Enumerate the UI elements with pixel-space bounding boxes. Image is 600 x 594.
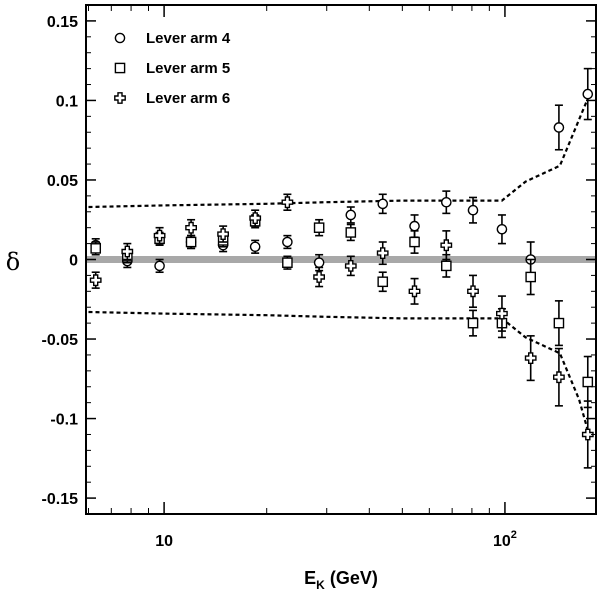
x-axis-label-main: E — [304, 568, 316, 588]
data-point — [408, 285, 421, 298]
band-upper-dotted-line — [88, 92, 592, 209]
data-point — [525, 271, 536, 283]
series-2 — [90, 214, 594, 409]
data-point — [440, 239, 453, 252]
legend-marker — [114, 92, 126, 104]
data-point — [282, 236, 293, 248]
data-point — [441, 196, 452, 208]
data-point — [496, 223, 508, 235]
data-point — [467, 317, 479, 329]
data-point — [376, 247, 389, 259]
data-point — [441, 260, 452, 272]
data-point — [313, 257, 325, 268]
legend-label: Lever arm 6 — [146, 90, 230, 107]
legend-marker — [114, 62, 126, 74]
data-point — [185, 221, 198, 234]
data-point — [377, 276, 389, 288]
legend-marker — [114, 32, 126, 44]
data-point — [154, 260, 165, 272]
y-tick-label: -0.1 — [50, 412, 78, 429]
x-tick-label-base: 10 — [493, 533, 511, 550]
y-tick-label: 0 — [69, 253, 78, 270]
data-point — [409, 220, 420, 232]
points-layer — [89, 67, 594, 469]
data-point — [281, 196, 294, 209]
data-point — [582, 376, 594, 388]
data-point — [89, 274, 102, 287]
data-point — [217, 228, 230, 241]
data-point — [467, 285, 479, 298]
y-tick-label: 0.15 — [47, 14, 78, 31]
x-tick-label-exponent: 2 — [511, 529, 517, 541]
data-point — [313, 271, 325, 283]
data-point — [377, 198, 389, 210]
data-point — [345, 227, 357, 238]
data-point — [153, 229, 166, 242]
data-point — [467, 204, 479, 216]
x-tick-label-base: 10 — [155, 533, 173, 550]
x-axis-label: EK (GeV) — [304, 568, 378, 592]
bands-layer — [88, 92, 592, 440]
legend: Lever arm 4 Lever arm 5 Lever arm 6 — [114, 30, 231, 107]
series-3 — [89, 193, 594, 469]
y-tick-label: -0.05 — [42, 332, 79, 349]
data-point — [581, 428, 594, 441]
y-tick-label: 0.05 — [47, 173, 78, 190]
data-point — [90, 243, 102, 254]
y-tick-label: -0.15 — [42, 491, 79, 508]
data-point — [582, 88, 594, 100]
data-point — [249, 241, 261, 253]
data-point — [553, 371, 565, 384]
data-point — [553, 122, 565, 133]
data-point — [121, 245, 134, 258]
data-point — [409, 236, 420, 248]
legend-label: Lever arm 5 — [146, 60, 230, 77]
x-tick-label: 10 — [155, 533, 173, 550]
band-lower-dotted-line — [88, 310, 592, 440]
data-point — [282, 257, 293, 268]
data-point — [313, 222, 325, 233]
data-point — [185, 236, 197, 248]
x-tick-label: 102 — [493, 529, 517, 550]
x-axis-label-unit: (GeV) — [325, 568, 378, 588]
data-point — [249, 212, 262, 225]
data-point — [344, 260, 357, 272]
y-tick-label: 0.1 — [56, 93, 78, 110]
x-axis-label-subscript: K — [316, 578, 325, 592]
data-point — [496, 307, 508, 320]
legend-label: Lever arm 4 — [146, 30, 231, 47]
y-axis-label: δ — [6, 248, 20, 276]
data-point — [345, 209, 357, 221]
ticks-layer — [86, 5, 596, 514]
data-point — [553, 317, 565, 329]
data-point — [524, 352, 537, 364]
